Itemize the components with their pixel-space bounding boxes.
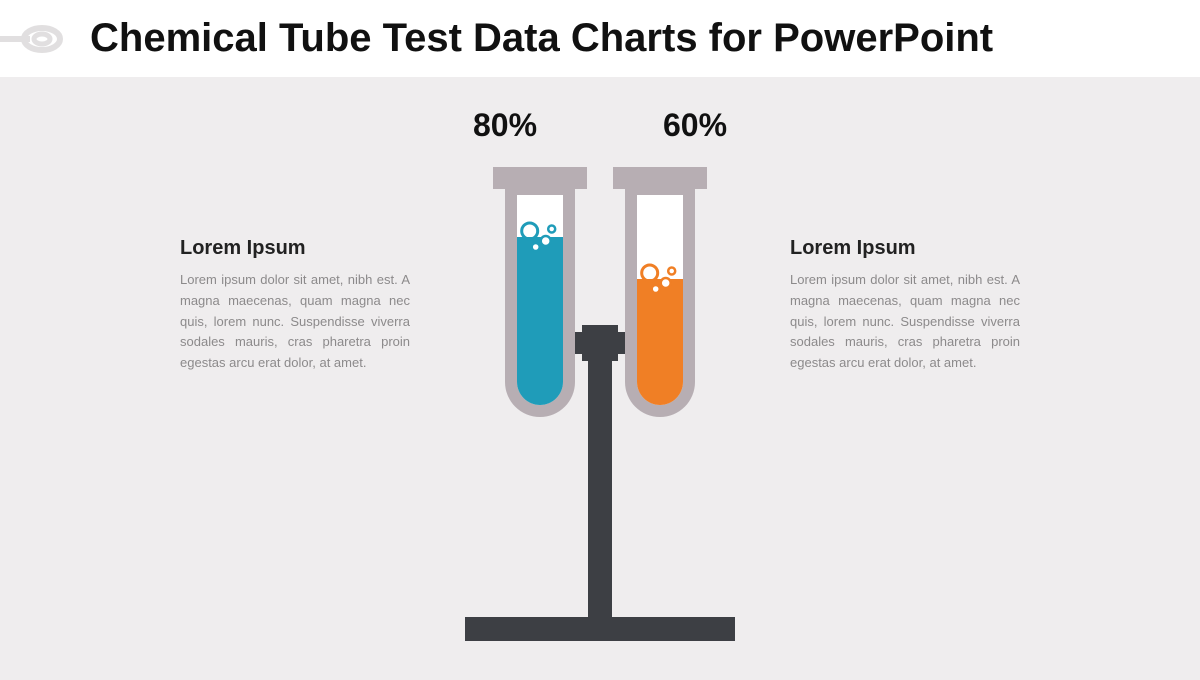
test-tube-diagram (430, 147, 770, 667)
decorative-swirl-icon (0, 19, 80, 59)
header-bar: Chemical Tube Test Data Charts for Power… (0, 0, 1200, 77)
right-body: Lorem ipsum dolor sit amet, nibh est. A … (790, 270, 1020, 374)
percent-label-left: 80% (460, 107, 550, 144)
left-body: Lorem ipsum dolor sit amet, nibh est. A … (180, 270, 410, 374)
percent-label-right: 60% (650, 107, 740, 144)
left-text-block: Lorem Ipsum Lorem ipsum dolor sit amet, … (180, 237, 410, 374)
left-heading: Lorem Ipsum (180, 237, 410, 260)
page-title: Chemical Tube Test Data Charts for Power… (90, 16, 1170, 61)
right-text-block: Lorem Ipsum Lorem ipsum dolor sit amet, … (790, 237, 1020, 374)
right-heading: Lorem Ipsum (790, 237, 1020, 260)
content-area: 80% 60% Lorem Ipsum Lorem ipsum dolor si… (0, 77, 1200, 667)
